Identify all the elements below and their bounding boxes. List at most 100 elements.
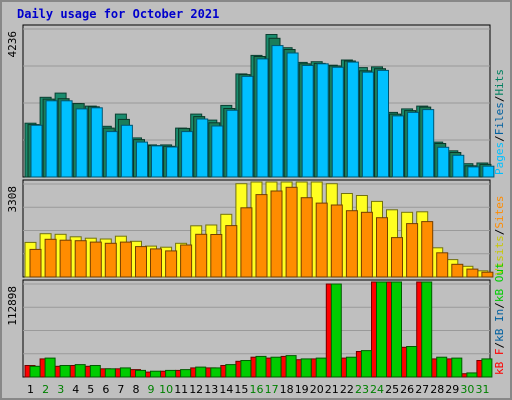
x-tick-label: 18 bbox=[280, 383, 294, 396]
bar-pages bbox=[361, 71, 374, 178]
bar-pages bbox=[90, 107, 103, 178]
bar-sites bbox=[74, 240, 87, 278]
bar-pages bbox=[301, 65, 314, 178]
bar-sites bbox=[315, 202, 328, 278]
bar-kb-out bbox=[345, 356, 357, 378]
bar-kb-out bbox=[119, 367, 131, 378]
bar-kb-out bbox=[391, 281, 402, 378]
legend-entry: kB Out bbox=[493, 262, 506, 302]
bar-sites bbox=[481, 271, 494, 278]
bar-pages bbox=[392, 115, 404, 178]
bar-sites bbox=[300, 197, 313, 278]
x-tick-label: 31 bbox=[476, 383, 490, 396]
bar-sites bbox=[104, 242, 117, 278]
bar-sites bbox=[421, 221, 434, 278]
bar-pages bbox=[75, 108, 88, 178]
bar-sites bbox=[285, 186, 298, 278]
bar-pages bbox=[181, 131, 194, 178]
bar-pages bbox=[407, 111, 420, 178]
bar-sites bbox=[150, 248, 162, 278]
bar-sites bbox=[195, 233, 208, 278]
bar-kb-out bbox=[240, 360, 252, 378]
bar-pages bbox=[331, 66, 344, 178]
bar-pages bbox=[346, 61, 359, 178]
x-tick-label: 3 bbox=[57, 383, 64, 396]
x-tick-label: 22 bbox=[340, 383, 354, 396]
bar-kb-out bbox=[300, 358, 312, 378]
bar-pages bbox=[211, 125, 224, 178]
bar-sites bbox=[406, 223, 419, 278]
bar-sites bbox=[345, 210, 358, 278]
x-tick-label: 20 bbox=[310, 383, 324, 396]
bar-kb-out bbox=[210, 367, 222, 378]
panel-legend: kB F/kB In/kB Out bbox=[493, 262, 506, 375]
x-tick-label: 14 bbox=[219, 383, 233, 396]
x-tick-label: 19 bbox=[295, 383, 309, 396]
bar-sites bbox=[330, 204, 343, 278]
x-tick-label: 13 bbox=[204, 383, 218, 396]
bar-pages bbox=[271, 45, 284, 178]
bar-kb-out bbox=[195, 366, 207, 378]
bar-kb-out bbox=[104, 368, 116, 378]
x-tick-label: 10 bbox=[159, 383, 173, 396]
bar-kb-out bbox=[330, 283, 342, 378]
bar-sites bbox=[44, 238, 57, 278]
bar-pages bbox=[45, 100, 58, 178]
x-tick-label: 24 bbox=[370, 383, 384, 396]
bar-sites bbox=[376, 217, 388, 278]
panel-legend: Pages/Files/Hits bbox=[493, 69, 506, 175]
bar-pages bbox=[60, 100, 73, 178]
x-tick-label: 23 bbox=[355, 383, 369, 396]
bar-sites bbox=[165, 250, 178, 278]
bar-pages bbox=[422, 109, 435, 178]
x-tick-label: 8 bbox=[133, 383, 140, 396]
bar-sites bbox=[255, 194, 268, 278]
legend-entry: / bbox=[493, 135, 506, 142]
bar-sites bbox=[29, 248, 42, 278]
legend-entry: / bbox=[493, 229, 506, 236]
y-max-tick: 4236 bbox=[6, 31, 19, 58]
bar-kb-out bbox=[315, 357, 327, 378]
x-tick-label: 30 bbox=[460, 383, 474, 396]
bar-sites bbox=[210, 234, 223, 278]
bar-kb-out bbox=[451, 357, 463, 378]
bar-pages bbox=[316, 63, 329, 178]
x-tick-label: 27 bbox=[415, 383, 429, 396]
bar-kb-out bbox=[165, 369, 177, 378]
legend-entry: Hits bbox=[493, 69, 506, 96]
bar-kb-out bbox=[285, 355, 297, 378]
x-tick-label: 7 bbox=[117, 383, 124, 396]
x-tick-label: 5 bbox=[87, 383, 94, 396]
bar-pages bbox=[377, 69, 389, 178]
bar-kb-out bbox=[225, 364, 237, 378]
x-tick-label: 21 bbox=[325, 383, 339, 396]
y-max-tick: 112898 bbox=[6, 286, 19, 326]
bar-sites bbox=[270, 190, 283, 278]
x-tick-label: 2 bbox=[42, 383, 49, 396]
bar-kb-out bbox=[44, 357, 56, 378]
bar-sites bbox=[225, 225, 238, 278]
legend-entry: Sites bbox=[493, 196, 506, 229]
legend-entry: / bbox=[493, 302, 506, 309]
bar-kb-out bbox=[360, 350, 372, 378]
bar-kb-out bbox=[29, 365, 41, 378]
bar-kb-out bbox=[255, 355, 267, 378]
x-tick-label: 26 bbox=[400, 383, 414, 396]
legend-entry: Files bbox=[493, 102, 506, 135]
x-tick-label: 1 bbox=[27, 383, 34, 396]
bar-pages bbox=[136, 141, 148, 178]
bar-kb-out bbox=[421, 281, 433, 378]
bar-sites bbox=[59, 239, 72, 278]
bar-pages bbox=[226, 109, 239, 178]
x-tick-label: 28 bbox=[430, 383, 444, 396]
bar-pages bbox=[151, 145, 163, 178]
bar-sites bbox=[240, 207, 253, 278]
bar-pages bbox=[482, 165, 495, 178]
legend-entry: Visits bbox=[493, 235, 506, 275]
x-tick-label: 25 bbox=[385, 383, 399, 396]
bar-pages bbox=[437, 146, 450, 178]
y-max-tick: 3308 bbox=[6, 186, 19, 213]
bar-kb-out bbox=[74, 364, 86, 378]
bar-sites bbox=[391, 237, 403, 278]
bar-pages bbox=[196, 118, 209, 178]
